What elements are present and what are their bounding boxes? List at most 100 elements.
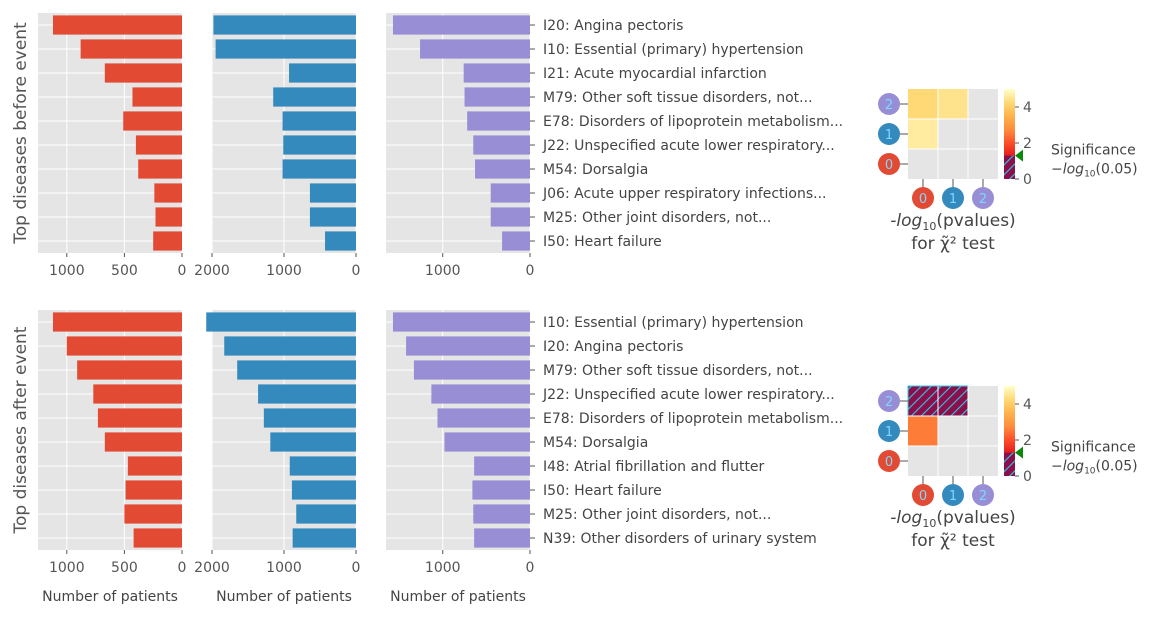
colorbar-tick-label: 4: [1023, 397, 1032, 413]
heatmap-cell: [968, 416, 998, 446]
bar: [52, 15, 183, 35]
heatmap-cell: [938, 149, 968, 179]
cluster-marker-col: [942, 187, 964, 209]
x-tick-label: 1000: [425, 560, 461, 576]
bar: [309, 183, 356, 203]
heatmap-cell: [938, 89, 968, 119]
category-label: E78: Disorders of lipoprotein metabolism…: [543, 114, 843, 130]
x-tick-label: 1000: [49, 263, 85, 279]
bar: [104, 432, 182, 452]
heatmap-cell: [908, 149, 938, 179]
bar: [132, 87, 182, 107]
row-ylabel: Top diseases before event: [11, 22, 31, 245]
heatmap-title-line1: -log10(pvalues): [890, 508, 1015, 530]
category-label: M25: Other joint disorders, not...: [543, 507, 771, 523]
bar: [154, 183, 182, 203]
cluster-id-label: 1: [885, 128, 893, 143]
bar: [282, 111, 356, 131]
threshold-pre: −log: [1051, 162, 1084, 178]
bar: [133, 528, 182, 548]
cluster-id-label: 2: [979, 489, 987, 504]
cluster-id-label: 1: [885, 425, 893, 440]
bar: [282, 159, 356, 179]
bar: [127, 456, 182, 476]
category-label: M79: Other soft tissue disorders, not...: [543, 90, 813, 106]
heatmap-cell: [968, 446, 998, 476]
bar: [258, 384, 356, 404]
cluster-marker-col: [912, 484, 934, 506]
category-label: I50: Heart failure: [543, 234, 662, 250]
cluster-marker-col: [972, 187, 994, 209]
bar: [325, 231, 356, 251]
heatmap-cell: [907, 385, 939, 417]
cluster-marker-row: [878, 390, 900, 412]
cluster-id-label: 0: [919, 489, 927, 504]
bar: [467, 111, 530, 131]
cluster-id-label: 2: [885, 98, 893, 113]
cluster-marker-row: [878, 153, 900, 175]
heatmap-cell: [968, 89, 998, 119]
threshold-sub: 10: [1084, 467, 1096, 477]
significance-threshold-label: −log10(0.05): [1051, 459, 1138, 477]
bar: [97, 408, 182, 428]
bar: [237, 360, 356, 380]
bar: [420, 39, 530, 59]
bar: [392, 15, 530, 35]
significance-threshold-marker: [1015, 149, 1023, 162]
x-tick-label: 500: [111, 263, 138, 279]
bar: [490, 207, 530, 227]
bar: [413, 360, 530, 380]
heatmap-title-sub: 10: [922, 220, 936, 233]
x-axis-label: Number of patients: [390, 589, 526, 605]
bar: [138, 159, 182, 179]
cluster-marker-col: [912, 187, 934, 209]
x-tick-label: 1000: [49, 560, 85, 576]
cluster-id-label: 1: [949, 489, 957, 504]
cluster-marker-col: [972, 484, 994, 506]
bar: [155, 207, 182, 227]
colorbar-tick-label: 0: [1023, 469, 1032, 485]
x-axis-label: Number of patients: [216, 589, 352, 605]
bar: [125, 480, 182, 500]
category-label: E78: Disorders of lipoprotein metabolism…: [543, 411, 843, 427]
bar: [206, 312, 356, 332]
category-label: I10: Essential (primary) hypertension: [543, 42, 804, 58]
x-tick-label: 2000: [194, 560, 230, 576]
bar: [283, 135, 356, 155]
threshold-sub: 10: [1084, 170, 1096, 180]
bar: [474, 528, 530, 548]
x-tick-label: 2000: [194, 263, 230, 279]
bar: [289, 63, 356, 83]
bar: [291, 480, 356, 500]
category-label: I50: Heart failure: [543, 483, 662, 499]
cluster-id-label: 0: [885, 455, 893, 470]
x-tick-label: 1000: [425, 263, 461, 279]
colorbar: [1004, 386, 1015, 476]
x-tick-label: 0: [178, 560, 187, 576]
bar: [463, 63, 530, 83]
cluster-marker-row: [878, 420, 900, 442]
bar: [273, 87, 356, 107]
bar: [66, 336, 182, 356]
bar: [104, 63, 182, 83]
bar: [475, 159, 530, 179]
heatmap-cell: [938, 446, 968, 476]
bar: [77, 360, 182, 380]
category-label: I48: Atrial fibrillation and flutter: [543, 459, 765, 475]
threshold-paren: (0.05): [1096, 459, 1138, 475]
category-label: I10: Essential (primary) hypertension: [543, 315, 804, 331]
bar: [473, 135, 530, 155]
category-label: I20: Angina pectoris: [543, 18, 683, 34]
cluster-marker-row: [878, 123, 900, 145]
bar: [437, 408, 530, 428]
heatmap-cell: [938, 416, 968, 446]
bar: [289, 456, 356, 476]
category-label: J22: Unspecified acute lower respiratory…: [542, 138, 835, 154]
significance-threshold-label: −log10(0.05): [1051, 162, 1138, 180]
row-ylabel: Top diseases after event: [11, 326, 31, 534]
heatmap-cell: [908, 446, 938, 476]
bar: [431, 384, 530, 404]
heatmap-cell: [968, 386, 998, 416]
bar: [444, 432, 530, 452]
